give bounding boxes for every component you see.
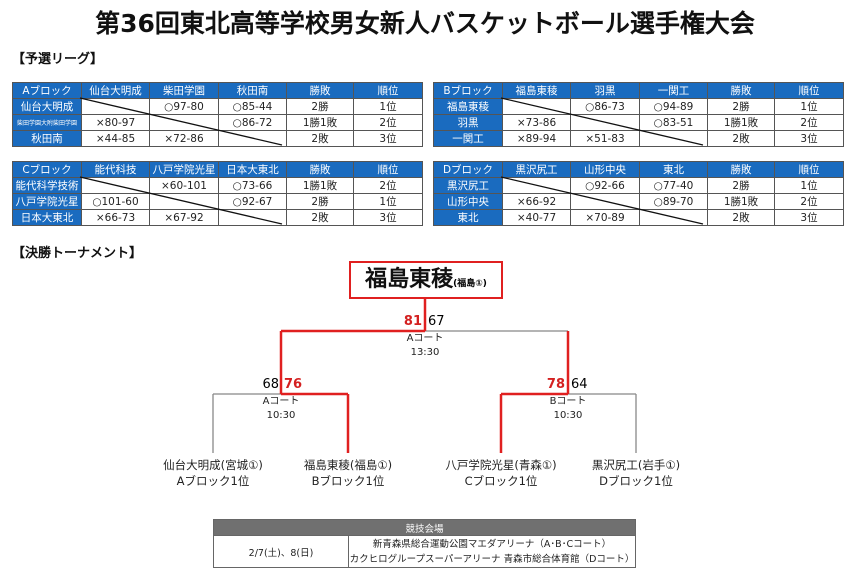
team-seed: Dブロック1位 [599, 474, 673, 488]
semi-left-left-score: 68 [262, 377, 279, 392]
venue-header: 競技会場 [213, 519, 636, 536]
champion-name: 福島東稜 [365, 267, 454, 292]
final-left-score: 81 [403, 314, 422, 329]
row-team: 東北 [433, 209, 503, 226]
table-cell: 1勝1敗 [707, 193, 775, 210]
semi-right-court-name: Bコート [549, 396, 587, 407]
column-header: 順位 [774, 161, 844, 178]
table-cell: 3位 [774, 130, 844, 147]
row-team: 能代科学技術 [12, 177, 82, 194]
league-heading: 【予選リーグ】 [12, 52, 104, 67]
semi-left-right-score: 76 [284, 377, 303, 392]
column-header: 一関工 [639, 82, 708, 99]
semi-left-time: 10:30 [266, 410, 296, 421]
final-court: Aコート 13:30 [395, 332, 455, 360]
table-header-row: Aブロック 仙台大明成 柴田学園 秋田南 勝敗 順位 [12, 82, 423, 99]
row-team: 日本大東北 [12, 209, 82, 226]
team-seed: Bブロック1位 [311, 474, 385, 488]
team-name: 仙台大明成(宮城①) [163, 458, 263, 472]
semi-right-right-score: 64 [571, 377, 588, 392]
semi-right-court: Bコート 10:30 [538, 395, 598, 423]
final-right-score: 67 [428, 314, 445, 329]
page-title: 第36回東北高等学校男女新人バスケットボール選手権大会 [95, 9, 755, 38]
column-header: 勝敗 [286, 161, 354, 178]
row-team: 羽黒 [433, 114, 503, 131]
team-d: 黒沢尻工(岩手①) Dブロック1位 [561, 457, 711, 489]
column-header: 秋田南 [218, 82, 287, 99]
table-cell: 2敗 [707, 130, 775, 147]
tournament-heading: 【決勝トーナメント】 [12, 246, 143, 261]
column-header: Aブロック [12, 82, 82, 99]
league-table-b: Bブロック 福島東稜 羽黒 一関工 勝敗 順位 福島東稜 ○86-73 ○94-89 2勝 1位 羽黒… [433, 82, 844, 147]
column-header: 黒沢尻工 [502, 161, 571, 178]
venue-place: 新青森県総合運動公園マエダアリーナ（A･B･Cコート） [372, 538, 612, 550]
venue-table: 競技会場 2/7(土)、8(日) 新青森県総合運動公園マエダアリーナ（A･B･C… [213, 519, 636, 568]
table-header-row: Dブロック 黒沢尻工 山形中央 東北 勝敗 順位 [433, 161, 844, 178]
table-cell: 1位 [353, 193, 423, 210]
venue-date: 2/7(土)、8(日) [213, 535, 349, 568]
table-cell: 3位 [774, 209, 844, 226]
column-header: 八戸学院光星 [149, 161, 219, 178]
final-court-name: Aコート [406, 333, 444, 344]
row-team: 秋田南 [12, 130, 82, 147]
column-header: 羽黒 [570, 82, 640, 99]
table-header-row: Bブロック 福島東稜 羽黒 一関工 勝敗 順位 [433, 82, 844, 99]
column-header: 順位 [353, 82, 423, 99]
column-header: 仙台大明成 [81, 82, 150, 99]
table-cell: 1位 [774, 177, 844, 194]
venue-place: カクヒログループスーパーアリーナ 青森市総合体育館（Dコート） [349, 553, 635, 565]
final-time: 13:30 [410, 347, 440, 358]
table-cell: 2敗 [286, 130, 354, 147]
team-name: 八戸学院光星(青森①) [445, 458, 557, 472]
table-header-row: Cブロック 能代科技 八戸学院光星 日本大東北 勝敗 順位 [12, 161, 423, 178]
team-b: 福島東稜(福島①) Bブロック1位 [273, 457, 423, 489]
table-cell: 1勝1敗 [286, 177, 354, 194]
column-header: 順位 [774, 82, 844, 99]
column-header: 勝敗 [707, 161, 775, 178]
team-c: 八戸学院光星(青森①) Cブロック1位 [426, 457, 576, 489]
column-header: 順位 [353, 161, 423, 178]
column-header: 勝敗 [707, 82, 775, 99]
team-seed: Cブロック1位 [464, 474, 538, 488]
row-team: 一関工 [433, 130, 503, 147]
column-header: 勝敗 [286, 82, 354, 99]
semi-right-left-score: 78 [546, 377, 565, 392]
league-table-d: Dブロック 黒沢尻工 山形中央 東北 勝敗 順位 黒沢尻工 ○92-66 ○77-40 2勝 1位山… [433, 161, 844, 226]
venue-places: 新青森県総合運動公園マエダアリーナ（A･B･Cコート） カクヒログループスーパーア… [348, 535, 636, 568]
league-table-a: Aブロック 仙台大明成 柴田学園 秋田南 勝敗 順位 仙台大明成 ○97-80 ○85-44 2勝… [12, 82, 423, 147]
champion-box: 福島東稜(福島①) [349, 261, 503, 299]
column-header: 福島東稜 [502, 82, 571, 99]
table-cell: 3位 [353, 209, 423, 226]
row-team: 黒沢尻工 [433, 177, 503, 194]
team-seed: Aブロック1位 [176, 474, 250, 488]
semi-left-court-name: Aコート [262, 396, 300, 407]
semi-right-time: 10:30 [553, 410, 583, 421]
team-a: 仙台大明成(宮城①) Aブロック1位 [138, 457, 288, 489]
team-name: 福島東稜(福島①) [303, 458, 393, 472]
table-cell: 2敗 [286, 209, 354, 226]
table-cell: 2勝 [286, 193, 354, 210]
column-header: Dブロック [433, 161, 503, 178]
league-table-c: Cブロック 能代科技 八戸学院光星 日本大東北 勝敗 順位 能代科学技術 ×60-101 ○73… [12, 161, 423, 226]
champion-pref: (福島①) [453, 279, 487, 289]
semi-left-court: Aコート 10:30 [251, 395, 311, 423]
team-name: 黒沢尻工(岩手①) [591, 458, 681, 472]
table-cell: 3位 [353, 130, 423, 147]
column-header: Bブロック [433, 82, 503, 99]
